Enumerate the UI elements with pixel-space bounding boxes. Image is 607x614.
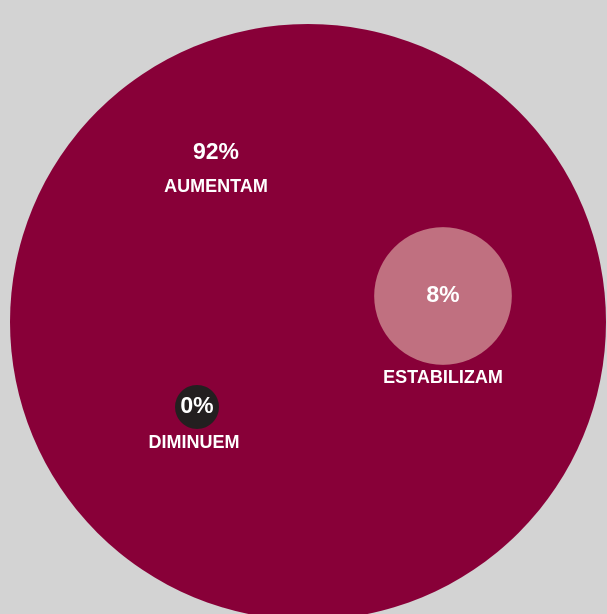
bubble xyxy=(374,227,512,365)
value-label: 0% xyxy=(180,392,213,418)
value-label: 8% xyxy=(426,281,459,307)
value-label: 92% xyxy=(193,138,239,164)
bubble xyxy=(10,24,606,614)
category-label: DIMINUEM xyxy=(149,432,240,452)
bubble xyxy=(175,385,219,429)
category-label: AUMENTAM xyxy=(164,176,268,196)
category-label: ESTABILIZAM xyxy=(383,367,503,387)
